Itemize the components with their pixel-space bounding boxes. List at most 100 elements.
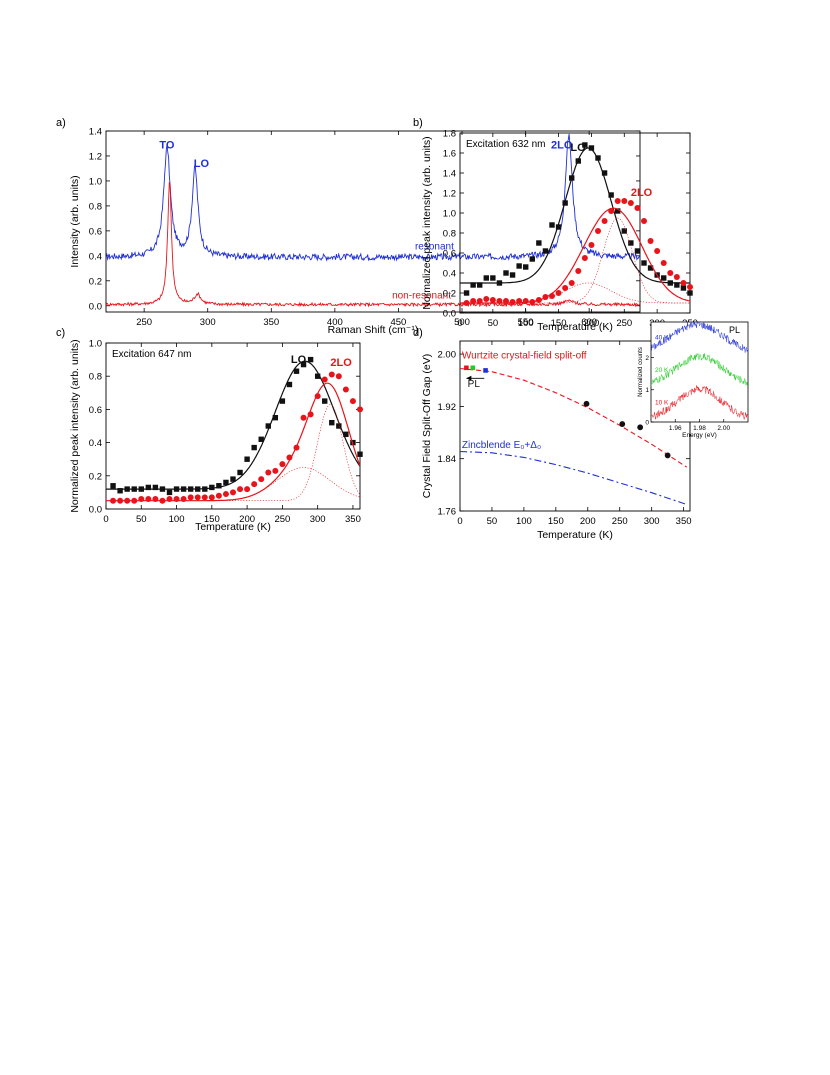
x-tick-label: 250 xyxy=(612,516,628,527)
y-tick-label: 1.76 xyxy=(438,507,457,518)
data-point-LO xyxy=(223,479,229,486)
data-point-2LO xyxy=(627,200,634,206)
data-point-LO xyxy=(463,290,470,296)
panel-label: c) xyxy=(56,327,65,339)
inset-y-tick-label: 0 xyxy=(645,420,649,427)
x-tick-label: 450 xyxy=(390,317,406,328)
data-point-LO xyxy=(588,145,595,151)
data-point-2LO xyxy=(251,481,258,488)
data-point-LO xyxy=(516,263,522,269)
data-point-2LO xyxy=(201,494,208,501)
data-point-2LO xyxy=(314,393,321,400)
data-point-LO xyxy=(357,451,363,457)
y-axis-label: Intensity (arb. units) xyxy=(69,175,81,267)
data-point-2LO xyxy=(581,255,588,261)
data-point-LO xyxy=(180,486,187,492)
data-point-2LO xyxy=(476,298,483,304)
x-tick-label: 500 xyxy=(454,317,470,328)
inset-x-tick-label: 1.98 xyxy=(693,425,706,432)
data-point-LO xyxy=(314,373,321,379)
data-point-2LO xyxy=(307,411,314,418)
annotation: Wurtzite crystal-field split-off xyxy=(462,351,587,362)
data-point-2LO xyxy=(244,486,251,493)
x-tick-label: 350 xyxy=(345,514,361,525)
data-point-2LO xyxy=(555,290,562,296)
annotation: 2LO xyxy=(631,187,653,199)
y-tick-label: 0.0 xyxy=(89,505,102,516)
inset: 40 K 20 K 10 K 1.96 1.98 2.00 0 1 2 Energy (eV) No… xyxy=(638,321,749,439)
annotation: 2LO xyxy=(330,357,352,369)
panel-label: a) xyxy=(56,117,66,129)
data-point-LO xyxy=(124,486,130,492)
data-point-LO xyxy=(555,224,562,230)
data-point-2LO xyxy=(614,198,621,204)
data-point-2LO xyxy=(489,297,496,303)
data-point-2LO xyxy=(166,496,173,503)
y-axis-label: Normalized peak intensity (arb. units) xyxy=(69,339,81,512)
data-point-LO xyxy=(244,456,250,462)
data-point-2LO xyxy=(647,238,654,244)
data-point xyxy=(464,365,469,371)
data-point-2LO xyxy=(145,496,152,503)
data-point-2LO xyxy=(215,492,222,499)
x-tick-label: 300 xyxy=(644,516,660,527)
chart-title: Excitation 647 nm xyxy=(112,349,192,360)
x-tick-label: 300 xyxy=(200,317,216,328)
data-point-LO xyxy=(569,175,575,181)
data-point-2LO xyxy=(117,497,124,504)
y-tick-label: 1.0 xyxy=(443,209,456,220)
chart-title: Excitation 632 nm xyxy=(466,139,546,150)
data-point-LO xyxy=(173,486,180,492)
data-point-LO xyxy=(307,356,314,363)
y-tick-label: 0.2 xyxy=(443,289,456,300)
panel-c: 0 50 100 150 200 250 300 350 0.0 0.2 0.4 0.6 0.8 1.0 T… xyxy=(56,327,363,533)
inset-series-label: 20 K xyxy=(655,367,669,374)
data-point-2LO xyxy=(258,476,265,483)
y-tick-label: 1.2 xyxy=(89,151,102,162)
data-point-LO xyxy=(490,275,496,281)
data-point-LO xyxy=(549,222,555,228)
inset-y-label: Normalized counts xyxy=(638,347,644,397)
data-point-LO xyxy=(209,484,215,491)
data-point-2LO xyxy=(286,454,293,461)
data-point-LO xyxy=(523,264,529,270)
data-point-2LO xyxy=(529,299,536,305)
data-point xyxy=(664,452,671,459)
plot-frame xyxy=(459,340,691,512)
series-resonant xyxy=(106,133,640,262)
data-point-LO xyxy=(483,275,489,281)
x-tick-label: 100 xyxy=(169,514,185,525)
x-tick-label: 250 xyxy=(274,514,290,525)
x-axis-label: Temperature (K) xyxy=(195,521,271,533)
data-point-2LO xyxy=(687,284,693,290)
data-point-LO xyxy=(145,484,152,491)
fit-curve-2LO xyxy=(106,382,360,502)
data-point-LO xyxy=(509,272,516,278)
data-point-LO xyxy=(131,486,137,492)
data-point-2LO xyxy=(463,300,470,306)
data-point-2LO xyxy=(634,205,641,211)
data-point-LO xyxy=(661,275,667,281)
data-point-2LO xyxy=(535,297,542,303)
data-point-LO xyxy=(601,170,608,176)
data-point-2LO xyxy=(516,298,523,304)
y-tick-label: 1.6 xyxy=(443,149,456,160)
data-point-LO xyxy=(562,200,568,206)
data-point-LO xyxy=(286,381,293,388)
data-point-2LO xyxy=(667,270,674,276)
data-point-LO xyxy=(202,486,208,492)
x-tick-label: 0 xyxy=(103,514,108,525)
y-tick-label: 0.6 xyxy=(89,226,102,237)
data-point-2LO xyxy=(272,467,279,474)
data-point-2LO xyxy=(335,373,342,380)
data-point-LO xyxy=(687,290,693,296)
y-tick-label: 0.6 xyxy=(443,249,456,260)
fit-component xyxy=(460,282,690,304)
y-tick-label: 1.0 xyxy=(89,176,102,187)
data-point-LO xyxy=(595,155,601,161)
data-point-LO xyxy=(251,444,257,451)
data-point-LO xyxy=(272,415,279,421)
data-point-2LO xyxy=(152,496,159,503)
y-tick-label: 1.8 xyxy=(443,129,456,140)
